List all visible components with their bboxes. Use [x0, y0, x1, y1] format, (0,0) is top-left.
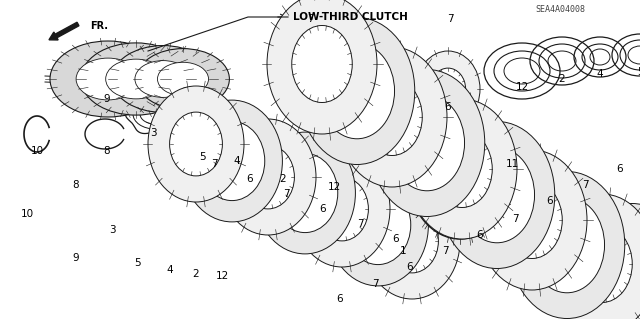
Text: 5: 5: [198, 152, 205, 162]
FancyArrow shape: [49, 22, 79, 40]
Ellipse shape: [316, 177, 369, 241]
Ellipse shape: [574, 204, 640, 319]
Ellipse shape: [220, 119, 316, 235]
Ellipse shape: [345, 185, 411, 264]
Text: 12: 12: [515, 82, 529, 92]
Ellipse shape: [407, 99, 517, 239]
Ellipse shape: [362, 78, 422, 155]
Ellipse shape: [157, 62, 209, 96]
Ellipse shape: [300, 18, 415, 165]
Ellipse shape: [572, 226, 632, 302]
Text: 2: 2: [192, 269, 198, 279]
Text: 7: 7: [356, 219, 364, 229]
Text: 4: 4: [234, 156, 240, 166]
Text: 3: 3: [150, 128, 156, 138]
Text: SEA4A04008: SEA4A04008: [535, 5, 585, 14]
Text: 6: 6: [246, 174, 253, 184]
Ellipse shape: [50, 41, 166, 117]
Text: 6: 6: [393, 234, 399, 244]
Text: 9: 9: [104, 94, 110, 104]
Ellipse shape: [182, 100, 282, 222]
Text: 6: 6: [445, 102, 451, 112]
Ellipse shape: [294, 151, 390, 267]
Ellipse shape: [135, 61, 191, 97]
Ellipse shape: [430, 68, 466, 110]
Text: 8: 8: [104, 146, 110, 156]
Ellipse shape: [390, 95, 465, 191]
Ellipse shape: [267, 0, 377, 134]
Text: LOW-THIRD CLUTCH: LOW-THIRD CLUTCH: [293, 12, 408, 22]
Text: 6: 6: [337, 294, 343, 304]
Ellipse shape: [136, 48, 229, 109]
Ellipse shape: [529, 197, 605, 293]
Text: 2: 2: [559, 74, 565, 84]
Ellipse shape: [502, 182, 563, 258]
Ellipse shape: [319, 43, 394, 139]
Text: 6: 6: [617, 164, 623, 174]
Ellipse shape: [255, 132, 355, 254]
Ellipse shape: [547, 194, 640, 319]
Text: 6: 6: [547, 196, 554, 206]
Text: 7: 7: [447, 14, 453, 24]
Ellipse shape: [199, 122, 265, 201]
Ellipse shape: [408, 109, 512, 239]
Ellipse shape: [106, 59, 166, 99]
Text: 6: 6: [477, 230, 483, 240]
Ellipse shape: [432, 130, 492, 207]
Text: 1: 1: [400, 246, 406, 256]
Ellipse shape: [292, 26, 352, 102]
Ellipse shape: [242, 145, 294, 209]
Text: FR.: FR.: [90, 21, 108, 31]
Text: 7: 7: [211, 159, 218, 169]
Text: 10: 10: [20, 209, 33, 219]
Text: 7: 7: [307, 14, 314, 24]
Text: 3: 3: [109, 225, 115, 235]
Ellipse shape: [76, 58, 140, 100]
Ellipse shape: [385, 209, 438, 273]
Text: 5: 5: [637, 67, 640, 77]
Ellipse shape: [272, 153, 338, 233]
Text: 7: 7: [283, 189, 289, 199]
Ellipse shape: [328, 164, 428, 286]
Ellipse shape: [421, 125, 499, 223]
Ellipse shape: [439, 122, 555, 269]
Ellipse shape: [416, 51, 480, 127]
Text: 7: 7: [512, 214, 518, 224]
Text: 10: 10: [31, 146, 44, 156]
Text: 7: 7: [582, 180, 588, 190]
Text: 6: 6: [320, 204, 326, 214]
Text: 9: 9: [72, 253, 79, 263]
Text: 11: 11: [506, 159, 518, 169]
Text: 7: 7: [442, 246, 448, 256]
Ellipse shape: [112, 46, 214, 112]
Ellipse shape: [477, 150, 587, 290]
Ellipse shape: [364, 183, 460, 299]
Text: 7: 7: [372, 279, 378, 289]
Ellipse shape: [170, 112, 223, 176]
Ellipse shape: [369, 70, 484, 217]
Text: 2: 2: [280, 174, 286, 184]
Text: 4: 4: [596, 69, 604, 79]
Text: 5: 5: [134, 258, 141, 268]
Ellipse shape: [148, 86, 244, 202]
Text: 12: 12: [216, 271, 229, 281]
Text: 4: 4: [166, 264, 173, 275]
Text: 8: 8: [72, 180, 79, 190]
Ellipse shape: [509, 172, 625, 318]
Text: 12: 12: [328, 182, 340, 192]
Ellipse shape: [595, 229, 640, 319]
Text: 6: 6: [406, 262, 413, 272]
Ellipse shape: [460, 147, 534, 243]
Ellipse shape: [81, 43, 191, 115]
Ellipse shape: [337, 47, 447, 187]
